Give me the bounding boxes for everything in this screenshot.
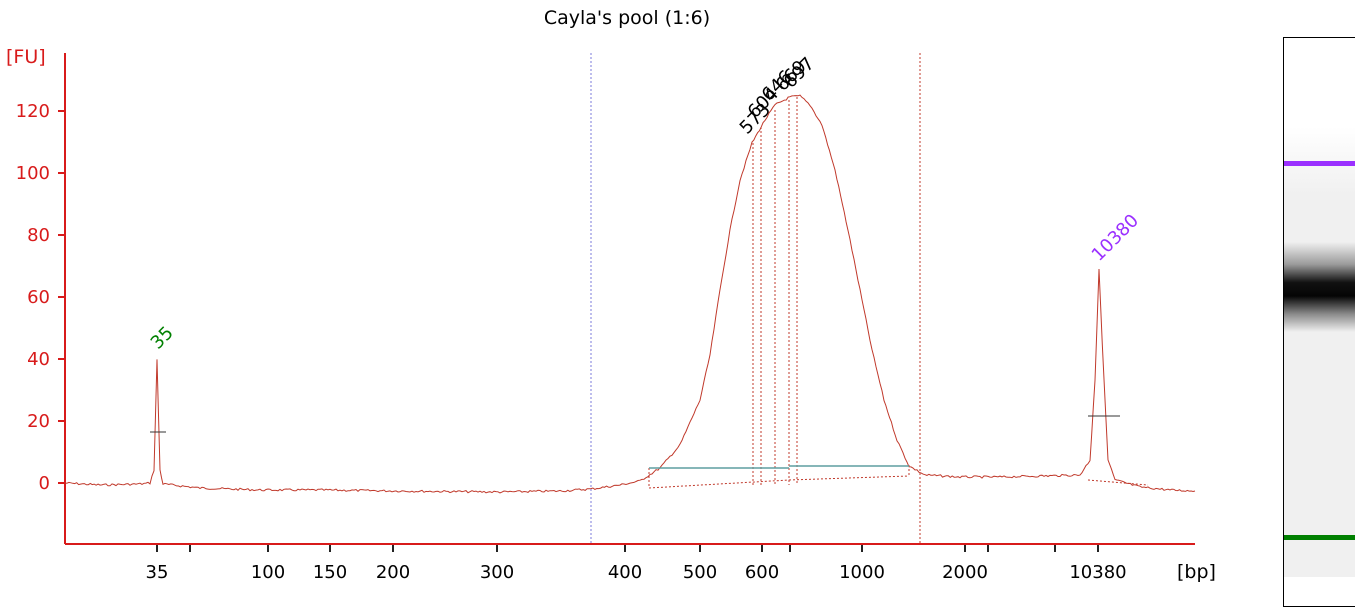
y-axis-ticks: 0 20 40 60 80 100 120 (16, 101, 65, 494)
integration-baseline-left (649, 480, 789, 488)
gel-lower-marker-band (1284, 535, 1355, 540)
x-tick-label: 100 (251, 562, 285, 583)
y-tick-label: 0 (39, 473, 50, 494)
x-tick-label: 200 (376, 562, 410, 583)
x-tick-label: 1000 (839, 562, 885, 583)
y-axis-label: [FU] (6, 46, 46, 68)
integration-baseline-right (789, 476, 909, 480)
chart-title: Cayla's pool (1:6) (544, 7, 710, 29)
gel-sample-smear (1284, 242, 1355, 332)
y-tick-label: 80 (27, 225, 50, 246)
x-axis-label: [bp] (1177, 561, 1216, 583)
sample-peak-markers (753, 97, 797, 485)
x-tick-label: 150 (313, 562, 347, 583)
marker-label-upper: 10380 (1088, 210, 1143, 265)
y-tick-label: 120 (16, 101, 50, 122)
y-tick-label: 100 (16, 163, 50, 184)
gel-image (1283, 37, 1355, 607)
x-tick-label: 10380 (1069, 562, 1126, 583)
y-tick-label: 40 (27, 349, 50, 370)
x-tick-label: 600 (745, 562, 779, 583)
marker-baseline-right (1088, 480, 1148, 485)
gel-lane (1284, 127, 1355, 577)
trace-line (65, 95, 1195, 493)
marker-label-lower: 35 (147, 322, 178, 353)
x-tick-label: 400 (608, 562, 642, 583)
y-tick-label: 20 (27, 411, 50, 432)
x-tick-label: 2000 (942, 562, 988, 583)
x-axis-ticks: 35 100 150 200 300 400 500 600 1000 2000 10380 (146, 544, 1127, 583)
y-tick-label: 60 (27, 287, 50, 308)
x-tick-label: 300 (480, 562, 514, 583)
x-tick-label: 35 (146, 562, 169, 583)
gel-upper-marker-band (1284, 161, 1355, 166)
x-tick-label: 500 (683, 562, 717, 583)
electropherogram: Cayla's pool (1:6) [FU] [bp] 0 20 40 60 80 10… (0, 0, 1270, 607)
